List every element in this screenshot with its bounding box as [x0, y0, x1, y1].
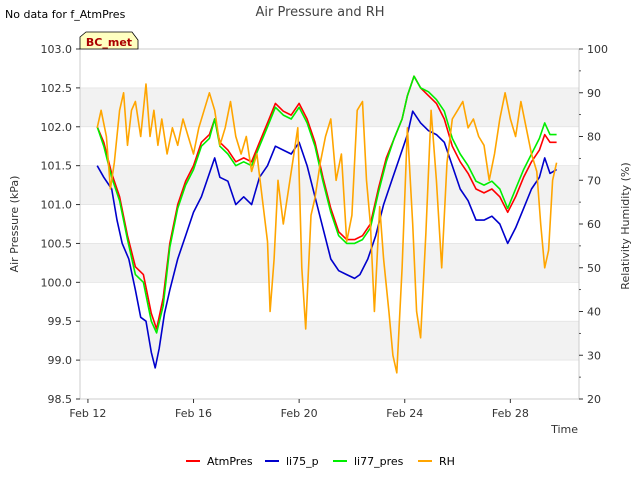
plot-lines [96, 75, 558, 374]
y-tick-label: 99.0 [48, 354, 73, 367]
y2-tick-label: 40 [587, 306, 601, 319]
y2-tick-label: 100 [587, 43, 608, 56]
series-line-li77_pres [96, 75, 557, 334]
y2-tick-label: 80 [587, 131, 601, 144]
legend-label: RH [439, 455, 455, 468]
legend-label: li77_pres [354, 455, 404, 468]
y2-axis-ticks: 20 30 40 50 60 70 80 90 100 [579, 43, 608, 406]
y-tick-label: 101.0 [41, 199, 73, 212]
grid-band [80, 49, 579, 88]
y2-tick-label: 90 [587, 87, 601, 100]
y2-tick-label: 20 [587, 393, 601, 406]
legend-label: li75_p [286, 455, 319, 468]
x-tick-label: Feb 12 [69, 407, 106, 420]
grid-band [80, 126, 579, 166]
y2-tick-label: 30 [587, 349, 601, 362]
y-tick-label: 100.5 [41, 237, 73, 250]
grid-band [80, 243, 579, 283]
y-axis-label: Air Pressure (kPa) [8, 176, 21, 273]
grid-band [80, 282, 579, 322]
x-axis-ticks: Feb 12 Feb 16 Feb 20 Feb 24 Feb 28 [69, 399, 529, 420]
badge-label: BC_met [86, 36, 132, 49]
grid-band [80, 87, 579, 127]
x-tick-label: Feb 20 [281, 407, 318, 420]
series-line-rh [96, 83, 558, 374]
legend-label: AtmPres [207, 455, 253, 468]
y-tick-label: 98.5 [48, 393, 73, 406]
background-bands [80, 49, 579, 400]
y-tick-label: 102.5 [41, 82, 73, 95]
bc-met-badge: BC_met [79, 31, 139, 50]
y2-tick-label: 60 [587, 218, 601, 231]
y2-axis-label: Relativity Humidity (%) [619, 162, 632, 289]
x-tick-label: Feb 24 [386, 407, 423, 420]
chart-title: Air Pressure and RH [255, 5, 384, 20]
y-axis-ticks: 98.5 99.0 99.5 100.0 100.5 101.0 101.5 102.0 102… [41, 43, 80, 406]
y-tick-label: 103.0 [41, 43, 73, 56]
x-tick-label: Feb 16 [175, 407, 212, 420]
y-tick-label: 101.5 [41, 160, 73, 173]
y2-tick-label: 70 [587, 174, 601, 187]
grid-band [80, 321, 579, 361]
grid-band [80, 360, 579, 399]
no-data-note: No data for f_AtmPres [5, 8, 126, 21]
y-tick-label: 99.5 [48, 315, 73, 328]
y-tick-label: 100.0 [41, 276, 73, 289]
y-tick-label: 102.0 [41, 121, 73, 134]
legend: AtmPres li75_p li77_pres RH [186, 455, 455, 468]
x-tick-label: Feb 28 [492, 407, 529, 420]
x-axis-label: Time [550, 423, 578, 436]
grid-band [80, 204, 579, 244]
y2-tick-label: 50 [587, 262, 601, 275]
